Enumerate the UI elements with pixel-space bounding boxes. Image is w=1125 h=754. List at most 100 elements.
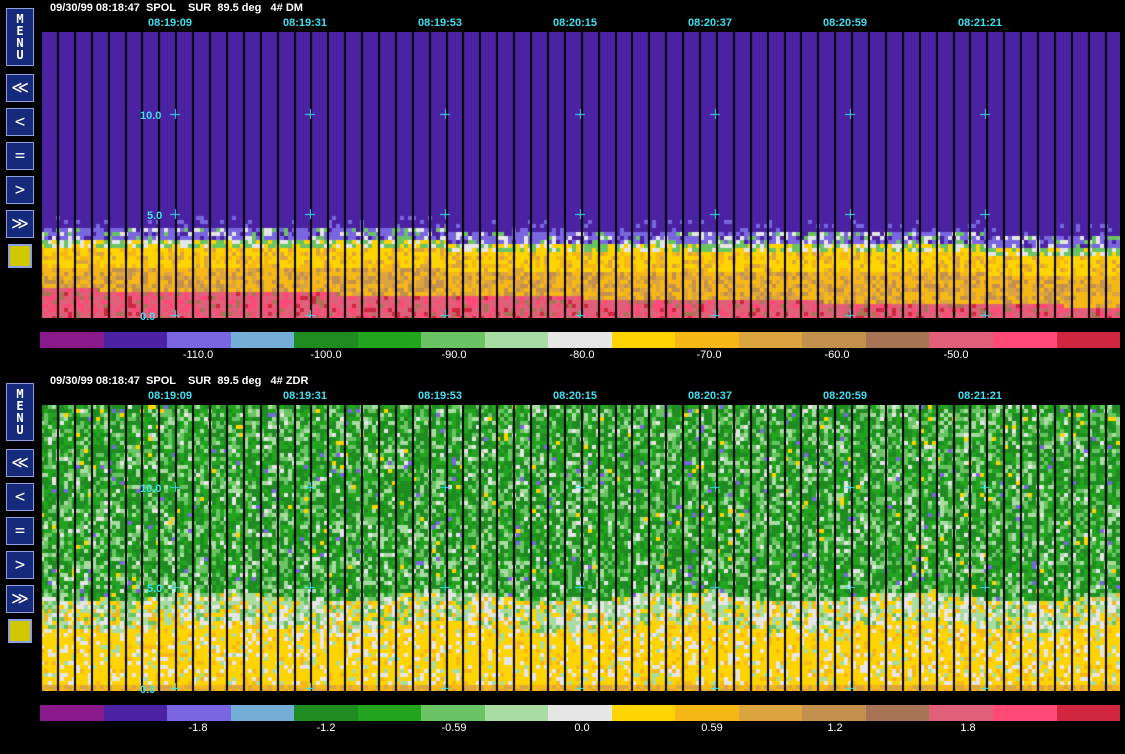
color-scale-swatch: [294, 332, 358, 348]
color-scale-swatch: [611, 332, 676, 348]
color-scale-swatch: [103, 705, 168, 721]
scale-label: 0.0: [574, 722, 590, 734]
altitude-label: 10.0: [140, 110, 162, 122]
color-scale-swatch: [294, 705, 358, 721]
time-label: 08:21:21: [958, 390, 1003, 402]
time-label: 08:19:09: [148, 390, 193, 402]
zdr-plot-canvas: [40, 405, 1120, 691]
time-label: 08:19:31: [283, 390, 328, 402]
scale-label: -50.0: [943, 349, 969, 361]
color-scale-swatch: [865, 705, 930, 721]
dm-panel: M E N U ≪ < = > ≫ 09/30/99 08:18:47 SPOL…: [0, 0, 1125, 375]
color-swatch-button[interactable]: [6, 242, 34, 270]
color-scale-swatch: [1056, 705, 1121, 721]
color-scale-swatch: [548, 705, 612, 721]
scale-label: -70.0: [696, 349, 722, 361]
color-scale-swatch: [421, 705, 485, 721]
back-button[interactable]: <: [6, 483, 34, 511]
color-scale-swatch: [675, 332, 739, 348]
color-scale: [40, 332, 1121, 348]
color-scale-swatch: [230, 332, 295, 348]
scale-label: -80.0: [569, 349, 595, 361]
color-scale: [40, 705, 1121, 721]
panel-header: 09/30/99 08:18:47 SPOL SUR 89.5 deg 4# D…: [50, 2, 303, 14]
forward-button[interactable]: >: [6, 176, 34, 204]
altitude-label: 0.0: [140, 311, 156, 323]
color-scale-swatch: [357, 332, 422, 348]
color-scale-swatch: [738, 332, 803, 348]
altitude-label: 0.0: [140, 684, 156, 696]
color-scale-swatch: [357, 705, 422, 721]
menu-letter: E: [16, 399, 24, 413]
equal-button[interactable]: =: [6, 517, 34, 545]
color-scale-swatch: [992, 705, 1057, 721]
color-scale-swatch: [992, 332, 1057, 348]
time-label: 08:20:59: [823, 390, 868, 402]
color-scale-swatch: [484, 332, 549, 348]
menu-button[interactable]: M E N U: [6, 8, 34, 66]
scale-label: 1.2: [827, 722, 843, 734]
color-swatch-button[interactable]: [6, 617, 34, 645]
fast-back-button[interactable]: ≪: [6, 74, 34, 102]
color-scale-swatch: [1056, 332, 1121, 348]
color-scale-swatch: [675, 705, 739, 721]
time-label: 08:21:21: [958, 17, 1003, 29]
forward-button[interactable]: >: [6, 551, 34, 579]
scale-label: -110.0: [182, 349, 214, 361]
dm-plot-canvas: [40, 32, 1120, 318]
time-label: 08:19:53: [418, 17, 463, 29]
color-swatch: [8, 619, 32, 643]
altitude-label: 5.0: [147, 210, 163, 222]
color-swatch: [8, 244, 32, 268]
panel-header: 09/30/99 08:18:47 SPOL SUR 89.5 deg 4# Z…: [50, 375, 309, 387]
color-scale-swatch: [929, 705, 993, 721]
time-label: 08:20:15: [553, 17, 598, 29]
fast-back-button[interactable]: ≪: [6, 449, 34, 477]
color-scale-swatch: [167, 332, 231, 348]
zdr-panel: M E N U ≪ < = > ≫ 09/30/99 08:18:47 SPOL…: [0, 373, 1125, 748]
time-label: 08:19:09: [148, 17, 193, 29]
time-label: 08:20:59: [823, 17, 868, 29]
color-scale-swatch: [40, 332, 104, 348]
color-scale-swatch: [738, 705, 803, 721]
altitude-label: 5.0: [147, 583, 163, 595]
color-scale-swatch: [40, 705, 104, 721]
color-scale-swatch: [230, 705, 295, 721]
color-scale-swatch: [802, 332, 866, 348]
color-scale-swatch: [421, 332, 485, 348]
zdr-plot[interactable]: [40, 405, 1120, 691]
scale-label: -1.8: [188, 722, 208, 734]
time-label: 08:20:37: [688, 17, 733, 29]
time-label: 08:19:53: [418, 390, 463, 402]
dm-plot[interactable]: [40, 32, 1120, 318]
scale-label: 0.59: [701, 722, 723, 734]
menu-letter: M: [16, 12, 24, 26]
color-scale-swatch: [611, 705, 676, 721]
color-scale-swatch: [865, 332, 930, 348]
color-scale-swatch: [929, 332, 993, 348]
menu-letter: U: [16, 48, 24, 62]
scale-label: -1.2: [316, 722, 336, 734]
color-scale-swatch: [103, 332, 168, 348]
color-scale-swatch: [548, 332, 612, 348]
color-scale-swatch: [802, 705, 866, 721]
fast-forward-button[interactable]: ≫: [6, 210, 34, 238]
menu-button[interactable]: M E N U: [6, 383, 34, 441]
time-label: 08:20:15: [553, 390, 598, 402]
time-label: 08:20:37: [688, 390, 733, 402]
altitude-label: 10.0: [140, 483, 162, 495]
scale-label: -90.0: [441, 349, 467, 361]
back-button[interactable]: <: [6, 108, 34, 136]
time-label: 08:19:31: [283, 17, 328, 29]
scale-label: -60.0: [824, 349, 850, 361]
color-scale-swatch: [167, 705, 231, 721]
menu-letter: N: [16, 411, 24, 425]
equal-button[interactable]: =: [6, 142, 34, 170]
menu-letter: M: [16, 387, 24, 401]
menu-letter: N: [16, 36, 24, 50]
color-scale-swatch: [484, 705, 549, 721]
fast-forward-button[interactable]: ≫: [6, 585, 34, 613]
menu-letter: U: [16, 423, 24, 437]
menu-letter: E: [16, 24, 24, 38]
scale-label: -0.59: [441, 722, 467, 734]
